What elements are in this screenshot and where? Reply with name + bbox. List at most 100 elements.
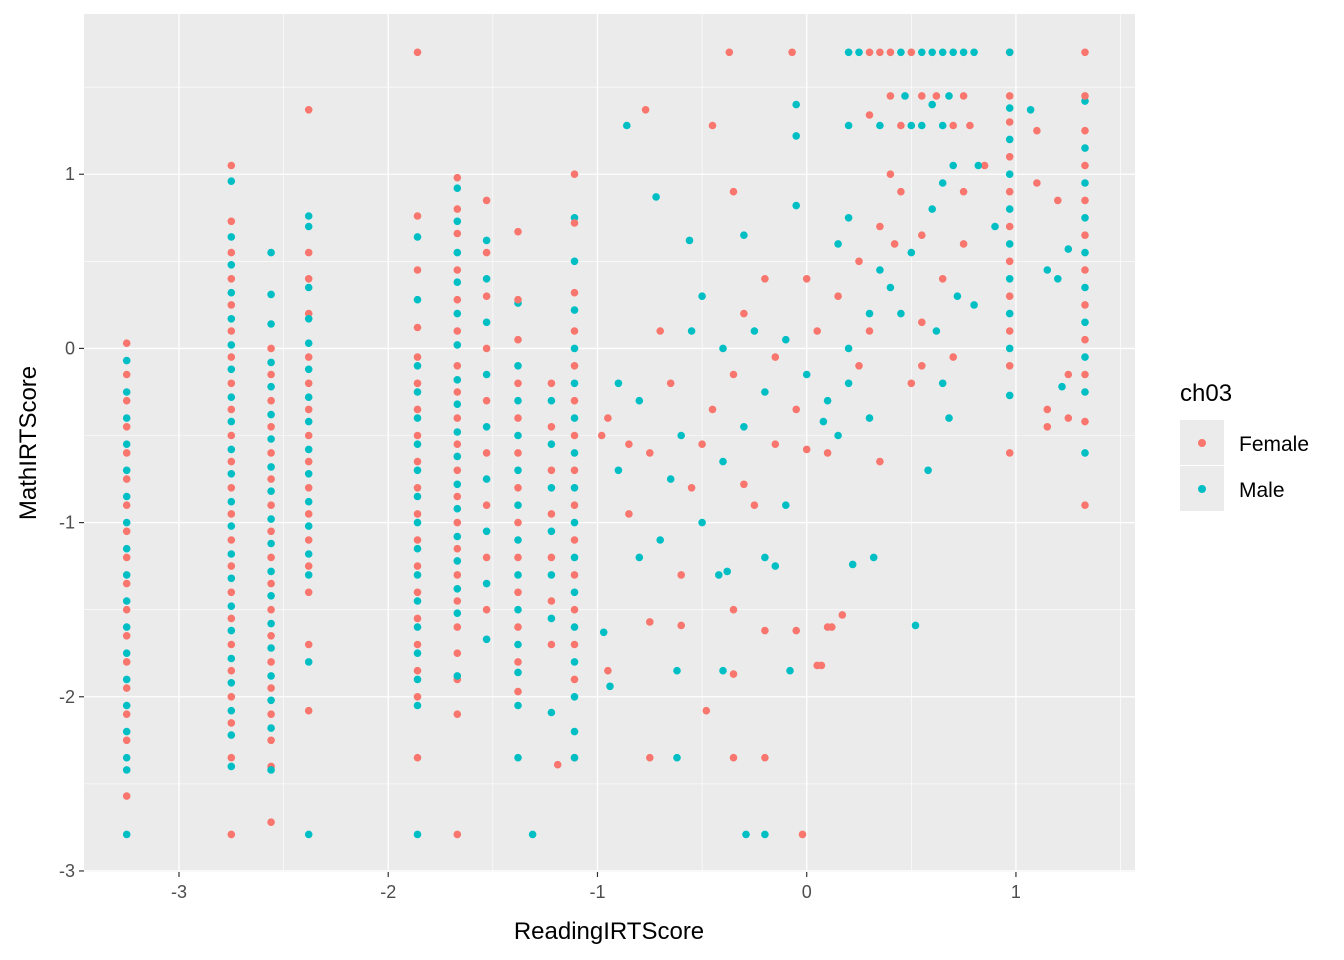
point-male: [924, 466, 932, 475]
point-male: [413, 649, 422, 657]
point-female: [453, 229, 462, 238]
point-male: [413, 830, 422, 839]
point-male: [122, 753, 131, 762]
point-male: [666, 475, 675, 483]
point-female: [514, 227, 522, 236]
point-male: [413, 492, 422, 501]
point-female: [949, 353, 957, 361]
point-female: [267, 684, 275, 692]
point-female: [802, 275, 811, 283]
point-male: [227, 522, 236, 530]
point-male: [1054, 275, 1062, 283]
point-male: [928, 205, 936, 213]
point-male: [834, 431, 842, 440]
y-axis-title: MathIRTScore: [15, 366, 42, 520]
point-male: [677, 431, 685, 440]
legend-label-female: Female: [1239, 433, 1309, 456]
point-male: [844, 344, 853, 353]
point-female: [413, 48, 422, 57]
point-female: [122, 501, 131, 510]
point-female: [413, 510, 422, 518]
point-male: [482, 635, 491, 644]
point-female: [227, 217, 236, 226]
point-female: [792, 405, 800, 414]
point-male: [227, 261, 236, 269]
point-male: [844, 48, 853, 57]
point-male: [886, 283, 895, 292]
point-male: [122, 675, 131, 684]
point-male: [482, 527, 491, 536]
point-male: [911, 621, 920, 630]
point-female: [886, 92, 895, 100]
point-female: [1005, 257, 1014, 266]
point-female: [1005, 449, 1014, 457]
point-male: [267, 696, 275, 705]
point-male: [413, 597, 422, 605]
point-female: [918, 92, 926, 100]
point-male: [614, 379, 623, 388]
point-female: [570, 362, 579, 370]
point-male: [413, 440, 422, 449]
point-female: [304, 353, 313, 361]
point-male: [844, 214, 853, 222]
point-female: [227, 248, 236, 257]
point-male: [122, 597, 131, 605]
point-female: [918, 231, 926, 239]
point-male: [304, 315, 313, 323]
point-female: [547, 423, 556, 431]
point-female: [122, 792, 131, 800]
point-male: [953, 292, 962, 301]
point-female: [656, 327, 664, 335]
point-female: [453, 518, 462, 527]
legend-swatch-female: [1198, 439, 1206, 447]
point-male: [750, 327, 759, 335]
x-tick-label: 1: [1011, 882, 1021, 902]
axes: -3 -2 -1 0 1 -3 -2 -1 0 1: [59, 164, 1021, 902]
points-layer: [122, 48, 1089, 839]
point-male: [865, 414, 874, 422]
point-female: [1043, 405, 1052, 414]
point-male: [844, 379, 853, 388]
point-male: [740, 231, 748, 239]
point-female: [855, 362, 863, 370]
point-female: [949, 121, 957, 130]
point-male: [304, 830, 313, 839]
point-male: [673, 666, 681, 675]
point-male: [227, 315, 236, 323]
point-female: [1005, 118, 1014, 126]
point-male: [823, 396, 832, 405]
point-female: [227, 301, 236, 309]
point-female: [227, 484, 236, 492]
point-male: [656, 536, 664, 544]
point-female: [959, 240, 968, 248]
point-male: [719, 666, 727, 675]
point-male: [761, 388, 769, 396]
point-male: [547, 484, 556, 492]
point-male: [938, 121, 947, 130]
point-female: [453, 266, 462, 274]
point-female: [122, 658, 131, 666]
point-female: [838, 611, 847, 619]
point-female: [570, 219, 579, 227]
point-male: [1005, 240, 1014, 248]
point-female: [625, 510, 633, 518]
point-female: [604, 666, 612, 675]
point-male: [227, 341, 236, 349]
point-male: [570, 658, 579, 666]
point-male: [1005, 205, 1014, 213]
point-female: [304, 562, 313, 570]
point-female: [876, 222, 884, 231]
point-female: [1081, 370, 1089, 379]
point-male: [304, 283, 313, 292]
point-male: [227, 574, 236, 583]
point-female: [453, 414, 462, 422]
point-male: [786, 666, 794, 675]
point-female: [1005, 92, 1014, 100]
point-female: [267, 475, 275, 483]
point-male: [304, 470, 313, 478]
point-male: [792, 201, 800, 210]
point-female: [227, 431, 236, 440]
point-male: [267, 320, 275, 328]
point-male: [514, 753, 522, 762]
point-female: [570, 675, 579, 684]
